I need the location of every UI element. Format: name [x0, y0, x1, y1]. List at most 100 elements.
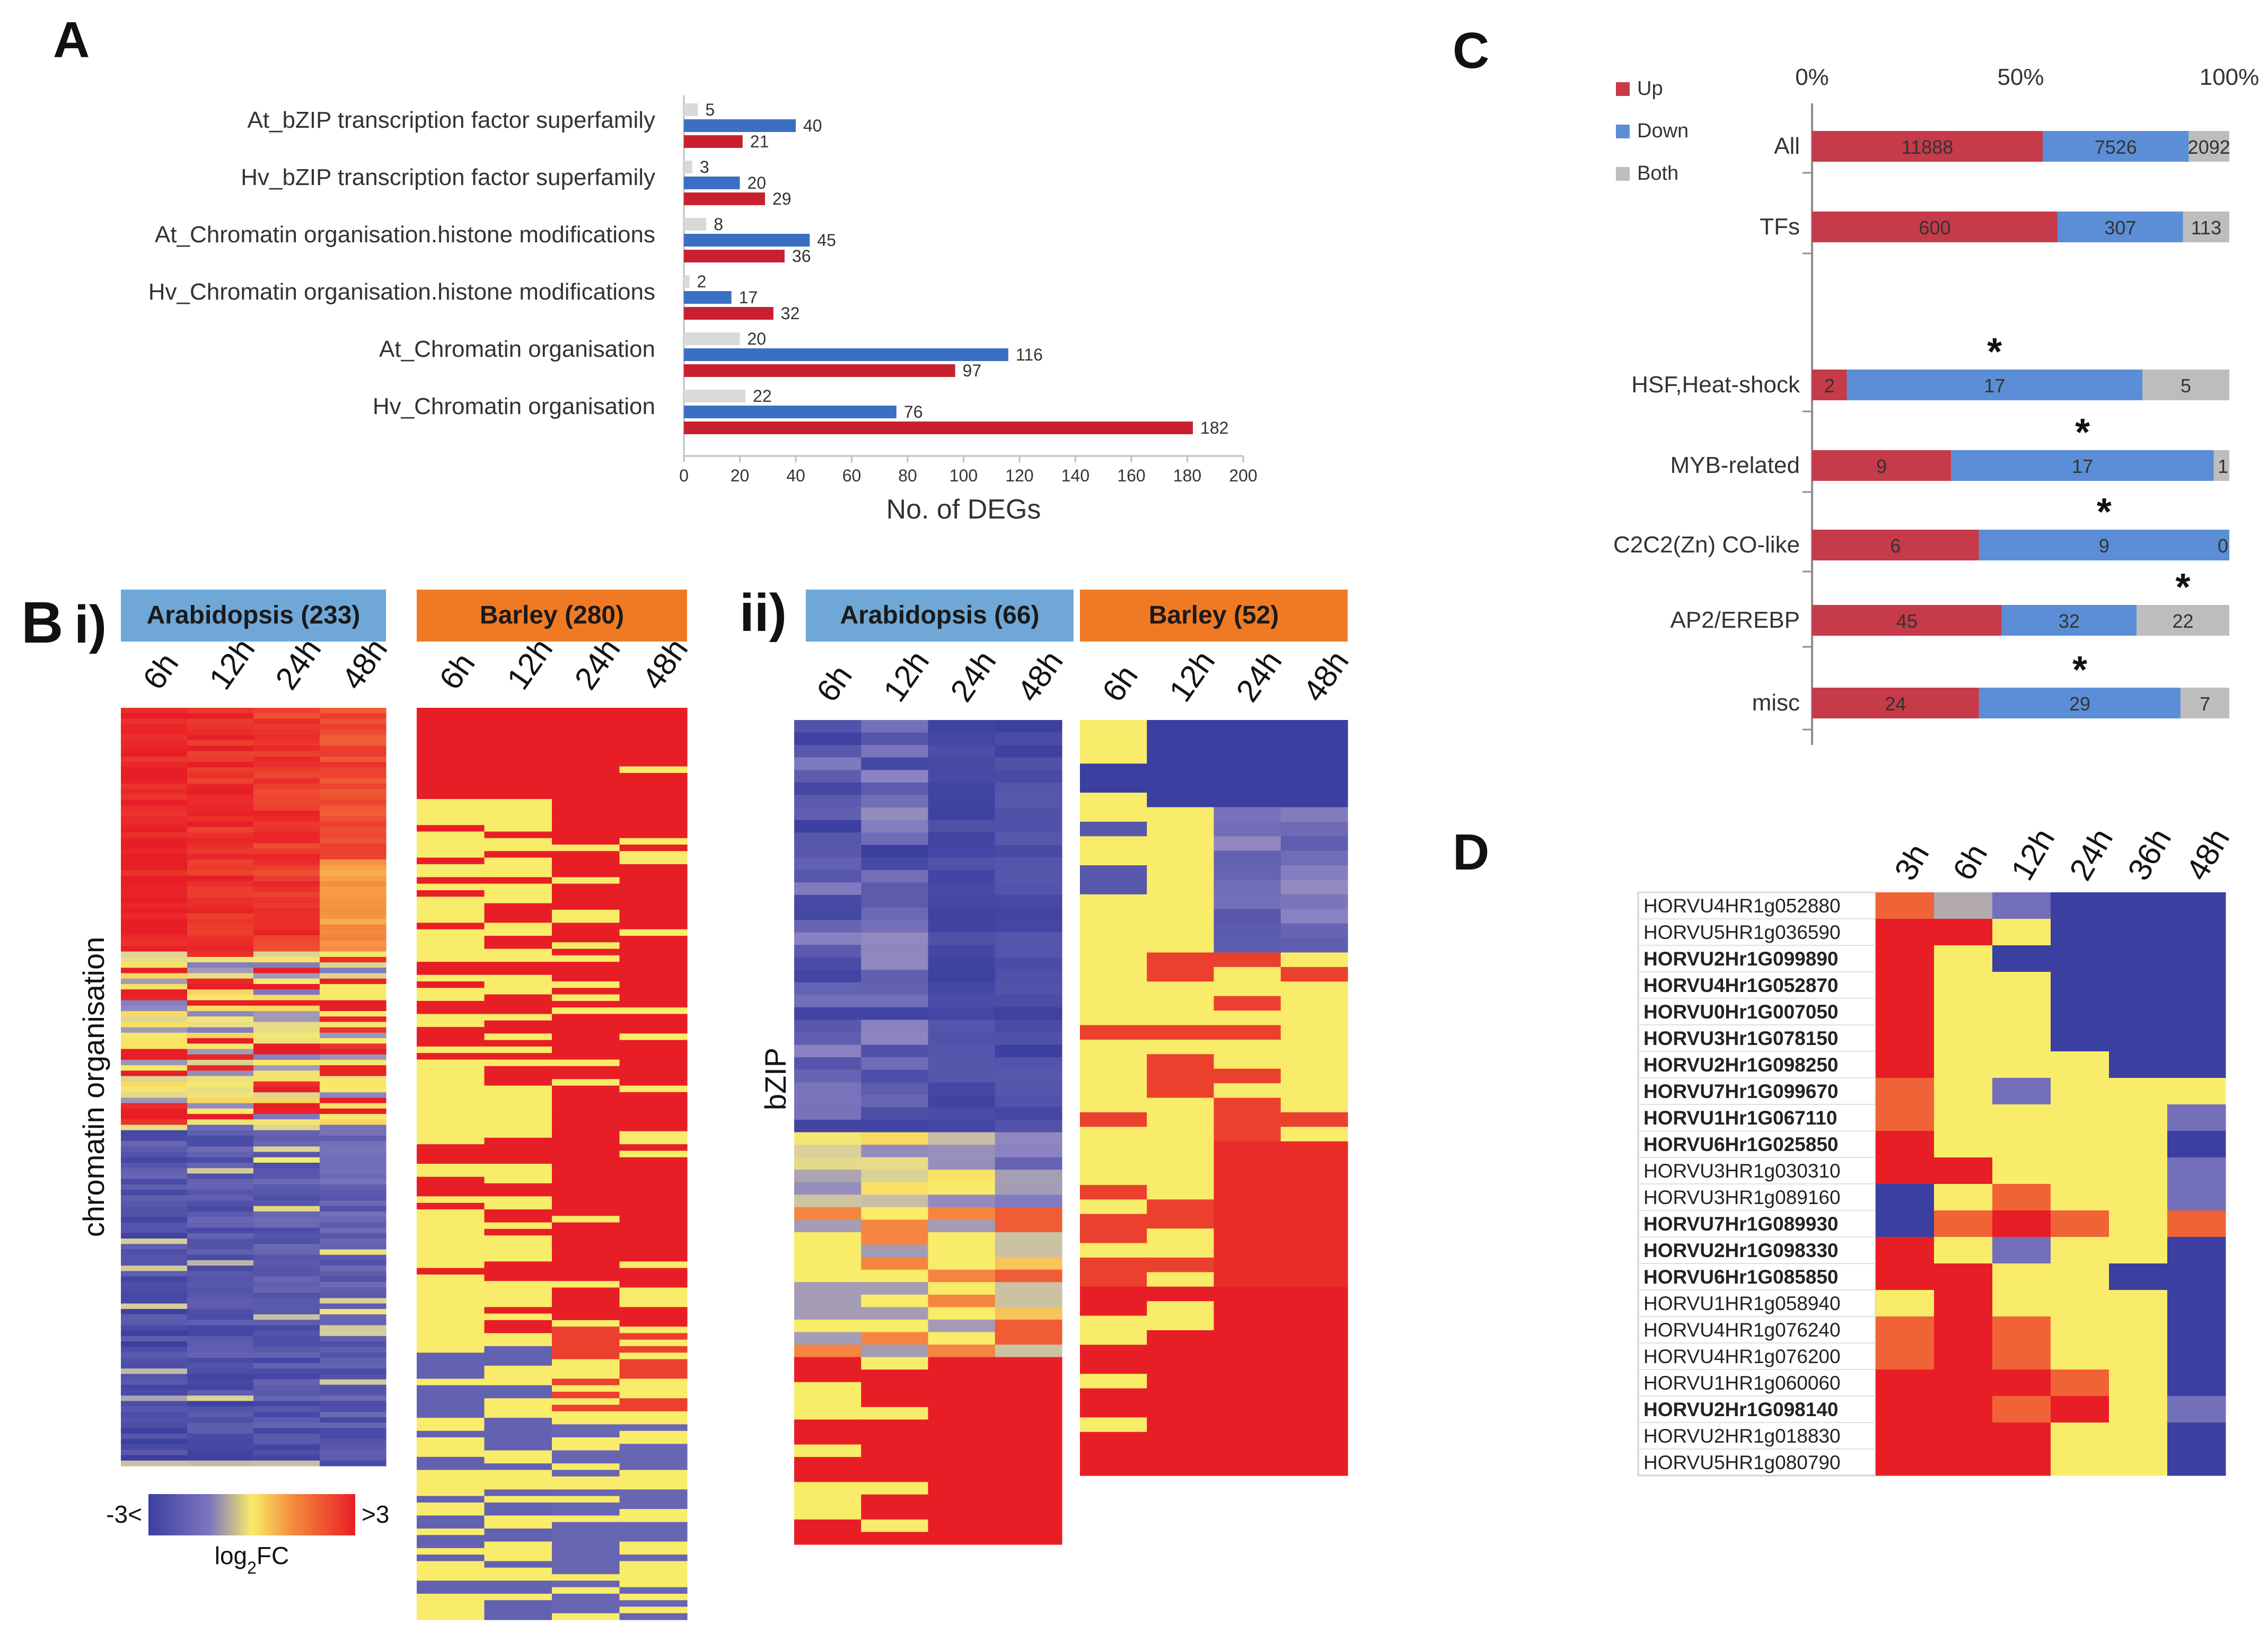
heatmap-b-cell [1214, 909, 1281, 924]
heatmap-b-cell [794, 1182, 862, 1195]
legend-swatch-both [1616, 167, 1630, 181]
heatmap-b-cell [1214, 1170, 1281, 1186]
heatmap-b-cell [619, 1444, 688, 1451]
heatmap-b-cell [995, 982, 1062, 995]
heatmap-b-cell [552, 740, 620, 748]
heatmap-b-cell [320, 881, 386, 887]
heatmap-d-cell [2109, 1078, 2168, 1105]
heatmap-b-cell [995, 820, 1062, 833]
heatmap-b-cell [187, 838, 254, 844]
heatmap-b-cell [320, 1119, 386, 1126]
heatmap-b-cell [121, 1287, 188, 1293]
heatmap-b-cell [253, 1179, 320, 1185]
heatmap-b-cell [187, 1428, 254, 1434]
heatmap-b-cell [619, 1073, 688, 1079]
group-header-bg [1080, 590, 1348, 642]
heatmap-b-cell [619, 1125, 688, 1132]
heatmap-b-cell [417, 1418, 485, 1425]
heatmap-b-cell [619, 734, 688, 741]
heatmap-b-cell [552, 1548, 620, 1555]
heatmap-b-cell [253, 1043, 320, 1050]
heatmap-b-cell [253, 1011, 320, 1017]
heatmap-b-cell [619, 1600, 688, 1608]
heatmap-b-cell [1280, 1301, 1348, 1316]
heatmap-b-cell [619, 864, 688, 871]
heatmap-b-cell [121, 1092, 188, 1099]
heatmap-b-cell [484, 805, 552, 813]
heatmap-b-cell [484, 1378, 552, 1386]
heatmap-b-cell [187, 1357, 254, 1364]
heatmap-d-cell [2167, 1423, 2226, 1450]
heatmap-b-cell [484, 1496, 552, 1503]
heatmap-b-cell [320, 1011, 386, 1017]
heatmap-b-cell [121, 1233, 188, 1239]
heatmap-b-cell [484, 1548, 552, 1555]
heatmap-b-cell [320, 1406, 386, 1412]
bar-c-up [1812, 688, 1979, 718]
heatmap-b-cell [417, 1359, 485, 1366]
heatmap-b-cell [861, 1082, 929, 1095]
heatmap-b-cell [253, 1281, 320, 1288]
heatmap-b-cell [928, 782, 996, 795]
heatmap-b-cell [552, 1294, 620, 1301]
heatmap-b-cell [121, 1152, 188, 1158]
bar-c-down [1951, 450, 2214, 481]
heatmap-b-cell [552, 1046, 620, 1053]
heatmap-b-cell [1080, 1011, 1147, 1026]
heatmap-d-cell [1992, 1131, 2051, 1158]
heatmap-b-cell [484, 727, 552, 734]
heatmap-b-cell [928, 1444, 996, 1457]
heatmap-b-cell [1214, 1315, 1281, 1331]
heatmap-b-cell [320, 1260, 386, 1266]
heatmap-b-cell [187, 1249, 254, 1255]
heatmap-b-cell [187, 740, 254, 747]
heatmap-b-cell [1214, 1461, 1281, 1476]
gene-label: HORVU2Hr1G099890 [1643, 948, 1838, 970]
heatmap-b-cell [121, 1206, 188, 1212]
heatmap-b-cell [1147, 894, 1215, 909]
heatmap-b-cell [484, 1196, 552, 1204]
heatmap-b-cell [187, 762, 254, 768]
heatmap-b-cell [320, 1173, 386, 1180]
heatmap-b-cell [121, 1325, 188, 1331]
heatmap-b-cell [619, 897, 688, 904]
heatmap-b-cell [794, 1044, 862, 1058]
category-label-a: Hv_Chromatin organisation [373, 393, 655, 419]
colorbar [148, 1494, 355, 1535]
heatmap-b-cell [1280, 1184, 1348, 1200]
heatmap-b-cell [187, 1173, 254, 1180]
heatmap-b-cell [484, 1418, 552, 1425]
heatmap-b-cell [552, 779, 620, 787]
heatmap-b-cell [320, 973, 386, 979]
heatmap-b-cell [121, 1438, 188, 1445]
heatmap-b-cell [417, 740, 485, 748]
heatmap-b-cell [484, 1099, 552, 1106]
heatmap-b-cell [794, 1519, 862, 1533]
heatmap-b-cell [187, 1190, 254, 1196]
column-label-d: 6h [1946, 838, 1994, 886]
heatmap-d-cell [1934, 1237, 1993, 1264]
heatmap-b-cell [417, 1222, 485, 1230]
heatmap-b-cell [484, 1131, 552, 1138]
heatmap-b-cell [484, 1346, 552, 1353]
significance-star: * [2072, 649, 2087, 691]
heatmap-b-cell [253, 1266, 320, 1271]
heatmap-b-cell [1280, 1025, 1348, 1040]
heatmap-b-cell [484, 1157, 552, 1164]
heatmap-b-cell [1147, 1054, 1215, 1069]
heatmap-d-cell [2109, 1369, 2168, 1397]
heatmap-b-cell [417, 831, 485, 839]
heatmap-b-cell [417, 1411, 485, 1418]
heatmap-b-cell [484, 1216, 552, 1223]
heatmap-b-cell [552, 1137, 620, 1145]
heatmap-b-cell [121, 1227, 188, 1234]
heatmap-b-cell [253, 941, 320, 947]
heatmap-b-cell [187, 902, 254, 909]
heatmap-b-cell [619, 831, 688, 839]
heatmap-d-cell [1934, 919, 1993, 946]
heatmap-b-cell [794, 945, 862, 958]
data-label-c: 29 [2069, 693, 2090, 715]
heatmap-b-cell [928, 1369, 996, 1383]
heatmap-b-cell [253, 1032, 320, 1039]
